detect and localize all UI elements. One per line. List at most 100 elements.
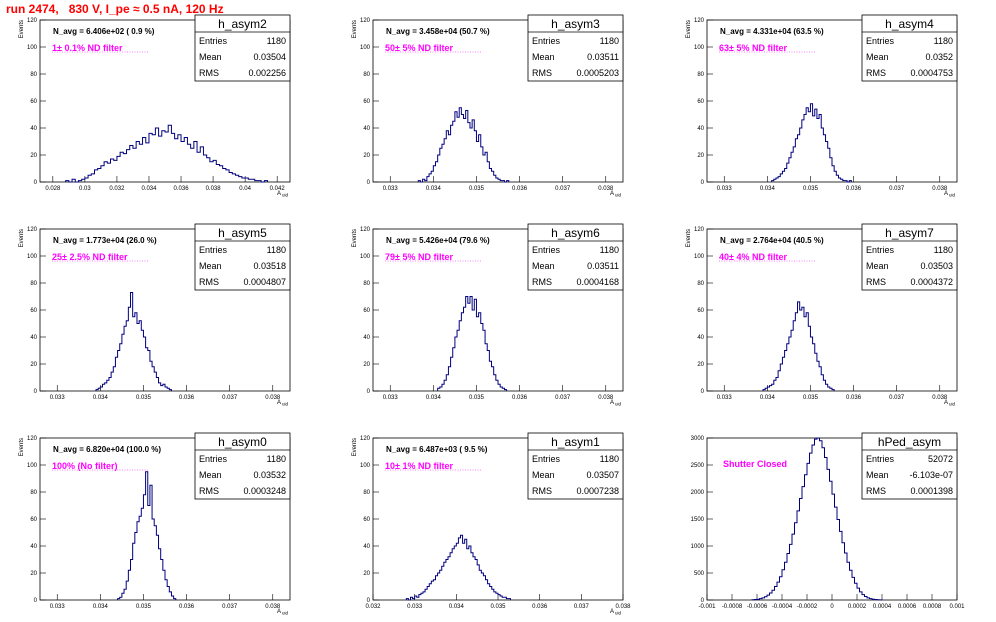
x-tick-label: 0.036 [179, 604, 195, 610]
x-axis-title: Auid [277, 609, 289, 616]
stats-label: Mean [532, 261, 555, 271]
stats-value: -6.103e-07 [909, 470, 953, 480]
y-axis-title: Events [686, 229, 692, 247]
y-tick-label: 0 [34, 598, 38, 604]
histogram-name: h_asym1 [551, 435, 600, 449]
stats-value: 0.03532 [253, 470, 286, 480]
stats-value: 0.03511 [587, 261, 619, 271]
histogram-series [437, 296, 508, 391]
x-tick-label: 0.037 [889, 395, 905, 401]
filter-label: 40± 4% ND filter [719, 252, 787, 262]
x-tick-label: 0.038 [598, 186, 614, 192]
stats-box [861, 14, 958, 82]
y-tick-label: 100 [694, 45, 705, 51]
stats-value: 1180 [934, 36, 953, 46]
navg-label: N_avg = 4.331e+04 (63.5 %) [720, 27, 824, 36]
y-axis-title: Events [352, 438, 358, 456]
x-tick-label: 0.034 [93, 395, 109, 401]
histogram-panel: 0 20 40 60 80 100 120 0.028 0.03 0.032 0.034 0.036 0… [19, 14, 291, 198]
x-tick-label: 0.035 [469, 186, 485, 192]
y-tick-label: 80 [30, 490, 37, 496]
y-tick-label: 20 [30, 571, 37, 577]
stats-label: Entries [866, 36, 895, 46]
y-tick-label: 0 [367, 598, 371, 604]
stats-value: 0.0004753 [910, 68, 953, 78]
y-tick-label: 40 [363, 335, 370, 341]
stats-value: 0.0352 [925, 52, 953, 62]
y-tick-label: 80 [30, 72, 37, 78]
x-tick-label: 0.034 [760, 186, 776, 192]
y-tick-label: 80 [363, 281, 370, 287]
stats-value: 0.0004807 [243, 277, 286, 287]
stats-label: Entries [199, 36, 228, 46]
stats-label: Mean [199, 470, 222, 480]
x-tick-label: 0.038 [615, 604, 631, 610]
y-tick-label: 3000 [691, 436, 705, 442]
y-tick-label: 120 [360, 436, 371, 442]
stats-value: 1180 [267, 454, 286, 464]
x-tick-label: -0.0008 [722, 604, 743, 610]
filter-label: 10± 1% ND filter [385, 461, 453, 471]
x-tick-label: 0.034 [141, 186, 157, 192]
histogram-name: h_asym4 [885, 17, 934, 31]
histogram-name: h_asym6 [551, 226, 600, 240]
filter-label: 79± 5% ND filter [385, 252, 453, 262]
x-tick-label: 0.033 [50, 604, 66, 610]
x-tick-label: 0.035 [803, 395, 819, 401]
stats-box [194, 432, 291, 500]
navg-label: N_avg = 3.458e+04 (50.7 %) [386, 27, 490, 36]
stats-label: RMS [866, 486, 886, 496]
histogram-panel: 0 20 40 60 80 100 120 0.033 0.034 0.035 0.036 0.037… [686, 223, 958, 407]
navg-label: N_avg = 1.773e+04 (26.0 %) [53, 236, 157, 245]
filter-label: 25± 2.5% ND filter [52, 252, 128, 262]
filter-label: 1± 0.1% ND filter [52, 43, 123, 53]
y-tick-label: 60 [30, 517, 37, 523]
x-tick-label: 0.034 [93, 604, 109, 610]
navg-label: N_avg = 5.426e+04 (79.6 %) [386, 236, 490, 245]
y-tick-label: 20 [30, 362, 37, 368]
x-tick-label: 0.035 [490, 604, 506, 610]
histogram-name: h_asym0 [218, 435, 267, 449]
stats-value: 1180 [934, 245, 953, 255]
y-axis-title: Events [352, 20, 358, 38]
stats-box [194, 14, 291, 82]
y-tick-label: 40 [30, 544, 37, 550]
x-tick-label: 0.034 [760, 395, 776, 401]
x-tick-label: 0.037 [889, 186, 905, 192]
histogram-series [405, 534, 511, 601]
stats-value: 0.03511 [587, 52, 619, 62]
histogram-panel: 0 20 40 60 80 100 120 0.033 0.034 0.035 0.036 0.037… [19, 432, 291, 616]
navg-label: N_avg = 6.487e+03 ( 9.5 %) [386, 445, 488, 454]
stats-label: Mean [199, 261, 222, 271]
x-axis-title: Auid [610, 191, 622, 198]
filter-label: 50± 5% ND filter [385, 43, 453, 53]
navg-label: N_avg = 6.820e+04 (100.0 %) [53, 445, 161, 454]
stats-label: Entries [532, 36, 561, 46]
x-tick-label: 0.038 [598, 395, 614, 401]
x-tick-label: 0.036 [179, 395, 195, 401]
y-tick-label: 60 [363, 517, 370, 523]
y-tick-label: 0 [701, 389, 705, 395]
stats-label: Mean [199, 52, 222, 62]
y-tick-label: 120 [360, 227, 371, 233]
y-tick-label: 80 [363, 490, 370, 496]
stats-label: Mean [532, 52, 555, 62]
y-tick-label: 60 [363, 99, 370, 105]
y-tick-label: 120 [694, 18, 705, 24]
y-tick-label: 1500 [691, 517, 705, 523]
x-tick-label: 0.028 [45, 186, 61, 192]
stats-label: RMS [199, 277, 219, 287]
x-tick-label: 0.034 [449, 604, 465, 610]
histogram-series [751, 437, 883, 601]
x-tick-label: 0.033 [383, 395, 399, 401]
y-tick-label: 40 [363, 544, 370, 550]
y-tick-label: 60 [697, 99, 704, 105]
filter-label: 63± 5% ND filter [719, 43, 787, 53]
y-tick-label: 100 [360, 45, 371, 51]
x-tick-label: 0.035 [469, 395, 485, 401]
stats-value: 0.03507 [586, 470, 619, 480]
x-axis-title: Auid [944, 191, 956, 198]
histogram-panel: 0 20 40 60 80 100 120 0.033 0.034 0.035 0.036 0.037… [686, 14, 958, 198]
x-tick-label: 0.033 [407, 604, 423, 610]
stats-label: Entries [866, 245, 895, 255]
